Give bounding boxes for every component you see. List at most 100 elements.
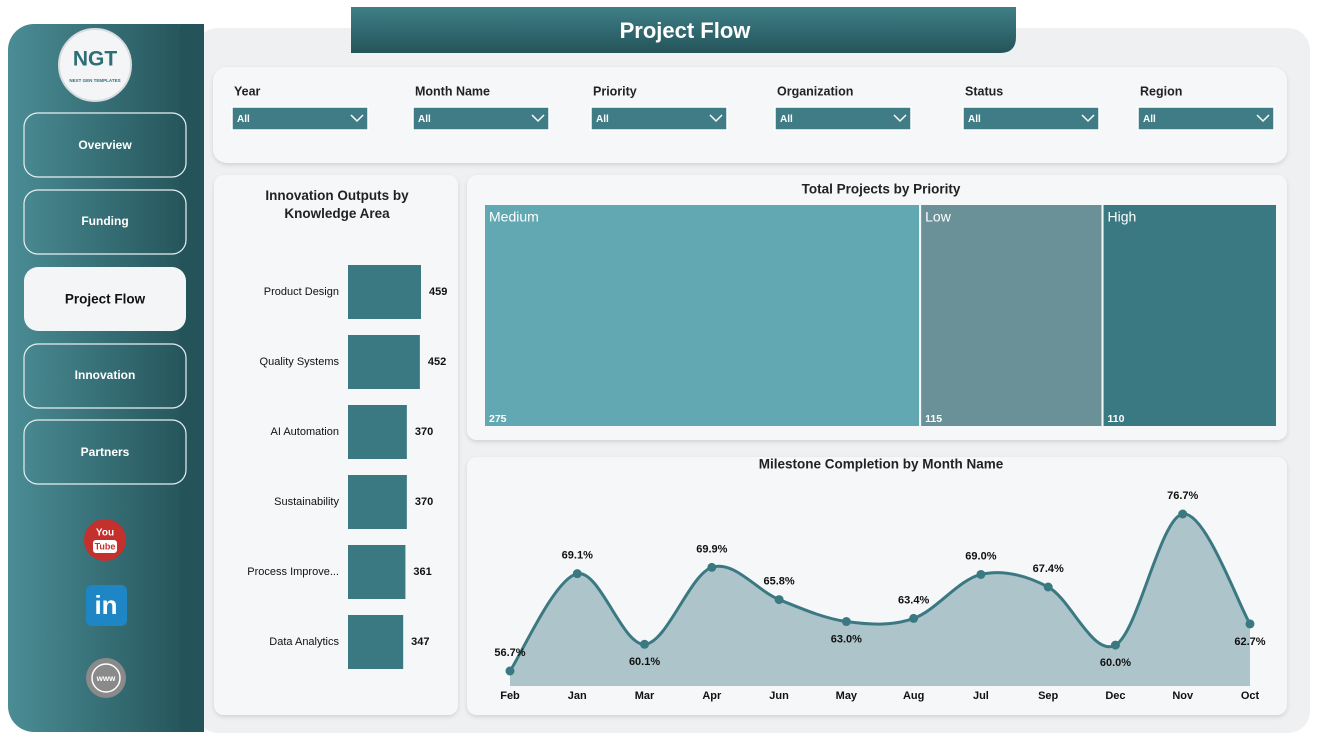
point xyxy=(505,666,515,676)
x-tick-label: Apr xyxy=(702,690,722,702)
point xyxy=(841,617,851,627)
point xyxy=(976,569,986,579)
linkedin-icon[interactable] xyxy=(86,585,127,626)
filter-dropdown[interactable] xyxy=(590,106,728,131)
filter-value[interactable]: All xyxy=(968,114,981,125)
nav-button[interactable] xyxy=(23,419,187,485)
x-tick-label: Jul xyxy=(973,690,989,702)
filter-value[interactable]: All xyxy=(780,114,793,125)
category-label: Sustainability xyxy=(274,496,339,508)
category-label: Process Improve... xyxy=(247,566,339,578)
tile-label: Low xyxy=(925,209,952,225)
x-tick-label: Jan xyxy=(568,690,587,702)
filter-value[interactable]: All xyxy=(596,114,609,125)
value-label: 69.0% xyxy=(965,550,996,562)
line xyxy=(508,512,1252,672)
area-fill xyxy=(510,513,1250,686)
value-label: 63.4% xyxy=(898,594,929,606)
point xyxy=(774,595,784,605)
filter-label: Organization xyxy=(777,84,853,98)
x-tick-label: Aug xyxy=(903,690,924,702)
youtube-text[interactable]: Tube xyxy=(95,541,116,551)
value-label: 56.7% xyxy=(494,647,525,659)
nav-label[interactable]: Funding xyxy=(81,214,128,228)
web-globe[interactable] xyxy=(91,663,121,693)
filter-label: Region xyxy=(1140,84,1182,98)
x-tick-label: Jun xyxy=(769,690,789,702)
value-label: 76.7% xyxy=(1167,490,1198,502)
nav-label[interactable]: Project Flow xyxy=(65,292,146,307)
tile-value: 275 xyxy=(489,413,507,425)
filter-value[interactable]: All xyxy=(1143,114,1156,125)
value-label: 452 xyxy=(428,356,446,368)
point xyxy=(640,639,650,649)
value-label: 370 xyxy=(415,426,433,438)
point xyxy=(1178,509,1188,519)
dropdown-chevron xyxy=(1081,114,1095,123)
chart-title: Milestone Completion by Month Name xyxy=(759,457,1004,472)
filter-dropdown[interactable] xyxy=(1137,106,1275,131)
filter-dropdown[interactable] xyxy=(231,106,369,131)
nav-button[interactable] xyxy=(23,343,187,409)
logo xyxy=(58,28,132,102)
x-tick-label: Oct xyxy=(1241,690,1260,702)
filter-card xyxy=(213,67,1287,163)
x-tick-label: Dec xyxy=(1105,690,1125,702)
bar xyxy=(348,475,407,529)
nav-button[interactable] xyxy=(23,189,187,255)
charts: Product Design 459 Quality Systems 452 AI Au… xyxy=(247,182,1279,702)
category-label: Data Analytics xyxy=(269,636,339,648)
value-label: 60.0% xyxy=(1100,657,1131,669)
value-label: 347 xyxy=(411,636,429,648)
point xyxy=(707,562,717,572)
tile-value: 115 xyxy=(925,413,942,425)
point xyxy=(909,613,919,623)
x-tick-label: Sep xyxy=(1038,690,1058,702)
tile-value: 110 xyxy=(1108,413,1125,425)
point xyxy=(572,569,582,579)
point xyxy=(1043,582,1053,592)
filter-dropdown[interactable] xyxy=(962,106,1100,131)
linkedin-text[interactable]: in xyxy=(94,590,117,620)
dropdown-chevron xyxy=(531,114,545,123)
category-label: AI Automation xyxy=(271,426,340,438)
x-tick-label: Feb xyxy=(500,690,520,702)
bar xyxy=(348,545,406,599)
nav-button[interactable] xyxy=(23,112,187,178)
point xyxy=(1245,619,1255,629)
treemap-tile xyxy=(919,203,1104,428)
value-label: 65.8% xyxy=(763,575,794,587)
value-label: 69.1% xyxy=(562,550,593,562)
filter-dropdown[interactable] xyxy=(412,106,550,131)
x-tick-label: Nov xyxy=(1172,690,1194,702)
logo-subtext: NEXT GEN TEMPLATES xyxy=(69,78,120,83)
x-tick-label: Mar xyxy=(635,690,655,702)
filter-label: Year xyxy=(234,84,261,98)
nav-button-active[interactable] xyxy=(24,267,186,331)
youtube-text[interactable]: You xyxy=(96,528,114,539)
filter-value[interactable]: All xyxy=(237,114,250,125)
web-text[interactable]: www xyxy=(96,674,116,683)
value-label: 69.9% xyxy=(696,543,727,555)
nav-label[interactable]: Overview xyxy=(78,138,132,152)
bar xyxy=(348,405,407,459)
youtube-badge[interactable] xyxy=(93,540,117,553)
logo-text: NGT xyxy=(73,48,118,71)
treemap-tile xyxy=(483,203,922,428)
dropdown-chevron xyxy=(350,114,364,123)
x-tick-label: May xyxy=(836,690,858,702)
nav-label[interactable]: Partners xyxy=(81,445,130,459)
nav-label[interactable]: Innovation xyxy=(75,368,136,382)
category-label: Product Design xyxy=(264,286,339,298)
filter-value[interactable]: All xyxy=(418,114,431,125)
filter-label: Status xyxy=(965,84,1003,98)
category-label: Quality Systems xyxy=(260,356,340,368)
dropdown-chevron xyxy=(893,114,907,123)
tile-label: Medium xyxy=(489,209,539,225)
value-label: 60.1% xyxy=(629,656,660,668)
filter-dropdown[interactable] xyxy=(774,106,912,131)
bar xyxy=(348,265,421,319)
title-tab xyxy=(351,7,1016,53)
sidebar-edge xyxy=(180,24,204,732)
